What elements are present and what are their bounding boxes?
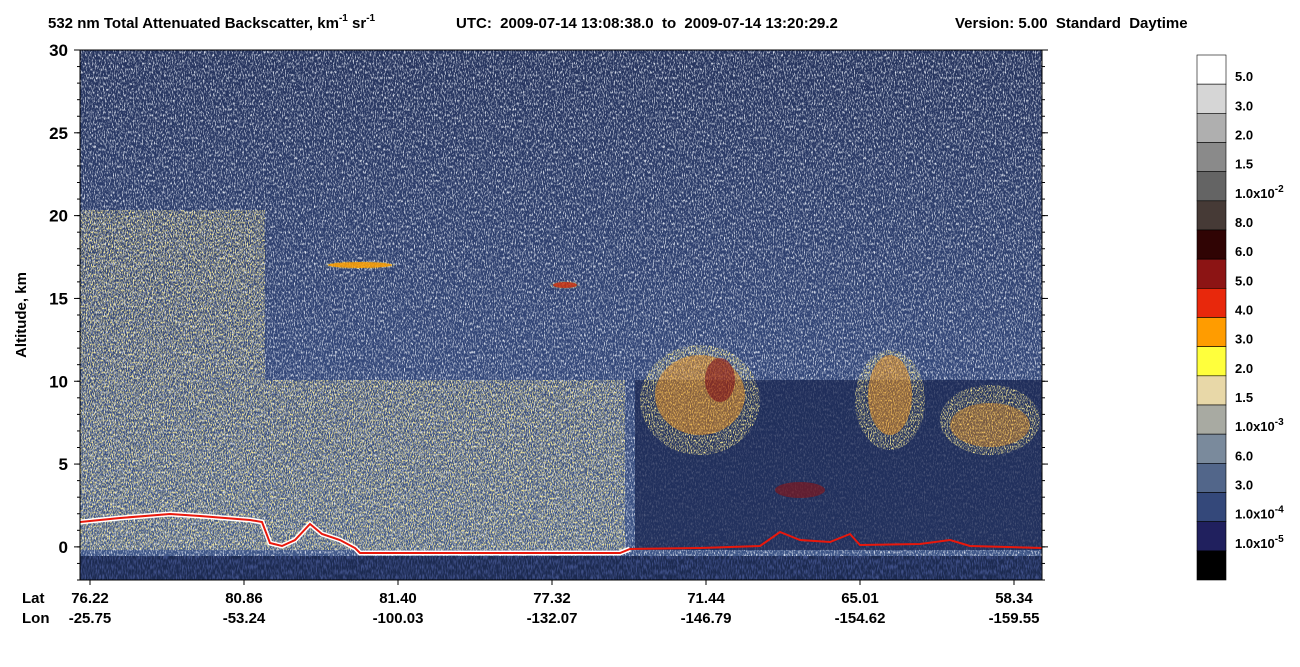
y-tick-label: 15 [49,289,68,308]
colorbar-label-base: 3.0 [1235,98,1253,113]
colorbar-label-base: 1.0x10 [1235,507,1275,522]
colorbar-swatch [1196,521,1227,552]
colorbar-label: 3.0 [1235,98,1253,113]
y-tick-label: 5 [59,455,68,474]
colorbar-swatch [1196,142,1227,172]
title-main: 532 nm Total Attenuated Backscatter, km [48,15,339,32]
colorbar-swatch [1196,171,1227,202]
cloud [553,282,577,288]
colorbar-swatch [1196,113,1227,143]
lon-value: -146.79 [681,610,732,627]
lat-value: 58.34 [995,590,1033,607]
title: 532 nm Total Attenuated Backscatter, km-… [48,13,1188,32]
colorbar-label-base: 1.5 [1235,157,1253,172]
lat-value: 80.86 [225,590,263,607]
colorbar-swatch [1196,346,1227,377]
colorbar-label-base: 5.0 [1235,273,1253,288]
cloud [868,355,912,435]
lon-value: -159.55 [989,610,1040,627]
colorbar-swatch [1196,492,1227,522]
colorbar-label-base: 1.0x10 [1235,419,1275,434]
colorbar-label: 6.0 [1235,244,1253,259]
y-axis-label: Altitude, km [13,272,30,358]
colorbar-label: 1.0x10-4 [1235,505,1284,522]
colorbar-label-exp: -5 [1275,534,1284,545]
colorbar-label-base: 2.0 [1235,128,1253,143]
colorbar-label: 6.0 [1235,448,1253,463]
lon-value: -25.75 [69,610,112,627]
colorbar-label: 3.0 [1235,332,1253,347]
lon-value: -132.07 [527,610,578,627]
colorbar-label: 2.0 [1235,361,1253,376]
colorbar-swatch [1196,375,1227,406]
colorbar-label-exp: -2 [1275,184,1284,195]
y-tick-label: 20 [49,207,68,226]
lat-value: 71.44 [687,590,725,607]
colorbar-swatch [1196,83,1227,114]
colorbar-label-base: 8.0 [1235,215,1253,230]
y-tick-label: 0 [59,538,68,557]
colorbar-swatch [1196,463,1227,493]
colorbar-label-base: 1.0x10 [1235,536,1275,551]
colorbar-label-base: 4.0 [1235,303,1253,318]
cloud [328,262,392,268]
colorbar-swatch [1196,54,1227,85]
colorbar-label: 4.0 [1235,303,1253,318]
title-exp: -1 [339,13,348,24]
y-tick-label: 30 [49,41,68,60]
colorbar-swatch [1196,288,1227,318]
colorbar-swatch [1196,404,1227,435]
colorbar-label-base: 6.0 [1235,244,1253,259]
colorbar-label-base: 1.0x10 [1235,186,1275,201]
y-tick-label: 10 [49,372,68,391]
lon-value: -100.03 [373,610,424,627]
colorbar-label-base: 5.0 [1235,69,1253,84]
colorbar-label-exp: -3 [1275,417,1284,428]
colorbar-label: 1.0x10-3 [1235,417,1284,434]
colorbar-swatch [1196,317,1227,347]
title-utc: UTC: 2009-07-14 13:08:38.0 to 2009-07-14… [456,15,838,32]
lat-value: 76.22 [71,590,109,607]
lat-label: Lat [22,590,45,607]
clouds [328,262,1030,498]
colorbar-swatch [1196,200,1227,231]
y-tick-label: 25 [49,124,68,143]
surface-red [80,512,1042,554]
cloud [705,358,735,402]
colorbar-label: 1.5 [1235,390,1253,405]
colorbar-label: 3.0 [1235,478,1253,493]
cloud [775,482,825,498]
subsurface-noise [80,556,1042,580]
title-version: Version: 5.00 Standard Daytime [955,15,1188,32]
colorbar-swatch [1196,258,1227,289]
colorbar-label: 8.0 [1235,215,1253,230]
cloud [950,403,1030,447]
lon-value: -154.62 [835,610,886,627]
colorbar-label: 1.0x10-5 [1235,534,1284,551]
lon-value: -53.24 [223,610,266,627]
colorbar-swatch [1196,550,1227,581]
colorbar-label: 5.0 [1235,69,1253,84]
colorbar-label-base: 1.5 [1235,390,1253,405]
colorbar-label-base: 6.0 [1235,448,1253,463]
title-exp: -1 [366,13,375,24]
colorbar-swatch [1196,229,1227,260]
colorbar-label: 1.5 [1235,157,1253,172]
colorbar-label-exp: -4 [1275,505,1284,516]
colorbar-swatch [1196,433,1227,464]
lat-value: 77.32 [533,590,571,607]
colorbar-label: 1.0x10-2 [1235,184,1284,201]
colorbar-label-base: 3.0 [1235,332,1253,347]
title-text: 532 nm Total Attenuated Backscatter, km-… [48,13,376,32]
title-unit: sr [348,15,367,32]
colorbar-label: 5.0 [1235,273,1253,288]
colorbar-label-base: 2.0 [1235,361,1253,376]
backscatter-image [80,50,1042,580]
lon-label: Lon [22,610,50,627]
colorbar-label: 2.0 [1235,128,1253,143]
colorbar-label-base: 3.0 [1235,478,1253,493]
lat-value: 65.01 [841,590,879,607]
lat-value: 81.40 [379,590,417,607]
